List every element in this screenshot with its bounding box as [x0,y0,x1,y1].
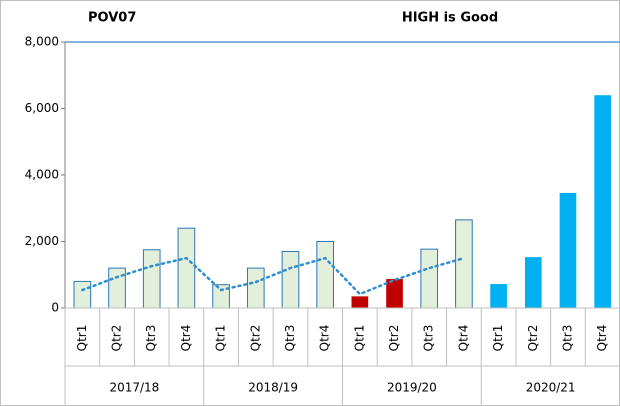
x-tick-label: Qtr4 [318,325,332,352]
bar [594,95,611,308]
bar [490,284,507,308]
y-tick-label: 2,000 [25,234,59,248]
x-tick-label: Qtr2 [110,325,124,352]
x-tick-label: Qtr2 [248,325,262,352]
x-tick-label: Qtr4 [179,325,193,352]
chart-title: POV07 [88,11,136,26]
bar [386,279,403,308]
x-tick-label: Qtr3 [422,325,436,352]
x-tick-label: Qtr4 [595,325,609,352]
bar [316,241,334,309]
x-tick-label: Qtr1 [75,325,89,352]
bar [455,219,473,309]
y-tick-label: 4,000 [25,168,59,182]
x-tick-label: Qtr1 [352,325,366,352]
x-group-label: 2017/18 [109,381,159,395]
x-tick-label: Qtr3 [560,325,574,352]
bar [142,249,161,309]
bar [281,250,300,309]
bar [524,257,542,308]
bar [177,227,196,309]
trend-line [81,256,466,296]
x-tick-label: Qtr3 [283,325,297,352]
x-tick-label: Qtr3 [144,325,158,352]
bar [559,192,577,308]
x-tick-label: Qtr1 [491,325,505,352]
x-group-label: 2018/19 [248,381,298,395]
x-tick-label: Qtr2 [526,325,540,352]
chart-subtitle: HIGH is Good [402,11,498,26]
x-tick-label: Qtr1 [214,325,228,352]
bar [420,248,439,309]
y-tick-label: 8,000 [25,35,59,49]
x-tick-label: Qtr2 [387,325,401,352]
y-tick-label: 0 [51,301,59,315]
x-group-label: 2020/21 [526,381,576,395]
bar [351,296,369,308]
bar [73,280,92,309]
y-tick-label: 6,000 [25,101,59,115]
x-group-label: 2019/20 [387,381,437,395]
x-tick-label: Qtr4 [456,325,470,352]
bar [246,267,265,309]
